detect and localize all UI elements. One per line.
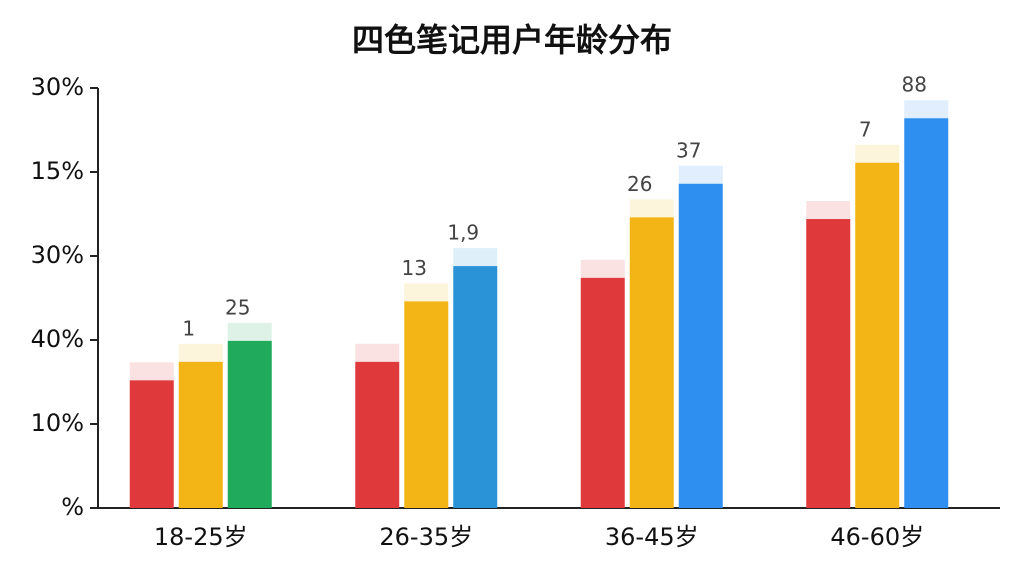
- x-tick-label: 46-60岁: [830, 523, 924, 551]
- bar-label: 25: [225, 295, 250, 319]
- bar: [453, 266, 498, 508]
- chart-title: 四色笔记用户年龄分布: [352, 21, 672, 59]
- bar-label: 1,9: [447, 221, 479, 245]
- bar: [678, 183, 723, 508]
- bar-label: 7: [859, 117, 872, 141]
- bar-glow: [404, 283, 449, 302]
- bar: [404, 301, 449, 508]
- bar: [129, 380, 174, 508]
- y-tick-label: 40%: [31, 325, 84, 353]
- bar-label: 26: [627, 172, 652, 196]
- bar-glow: [355, 343, 400, 362]
- bar: [355, 361, 400, 508]
- x-tick-label: 18-25岁: [154, 523, 248, 551]
- bar-glow: [855, 144, 900, 163]
- bar-glow: [227, 322, 272, 341]
- y-tick-label: 30%: [31, 241, 84, 269]
- y-tick-label: %: [61, 493, 84, 521]
- bar: [178, 361, 223, 508]
- x-tick-label: 26-35岁: [379, 523, 473, 551]
- bar-label: 1: [182, 316, 195, 340]
- y-tick-label: 30%: [31, 73, 84, 101]
- bar: [580, 277, 625, 508]
- bar-glow: [678, 165, 723, 184]
- bar-glow: [129, 362, 174, 381]
- bar-glow: [806, 201, 851, 220]
- bar-label: 13: [402, 256, 427, 280]
- bar-glow: [178, 343, 223, 362]
- x-tick-label: 36-45岁: [605, 523, 699, 551]
- bar: [855, 162, 900, 508]
- bar: [227, 340, 272, 508]
- bar-label: 88: [902, 73, 927, 97]
- bar-glow: [904, 100, 949, 119]
- bar: [904, 118, 949, 509]
- bar-label: 37: [676, 138, 701, 162]
- y-tick-label: 10%: [31, 409, 84, 437]
- bar-glow: [453, 248, 498, 267]
- bar: [629, 217, 674, 509]
- bar: [806, 219, 851, 509]
- bar-glow: [629, 199, 674, 218]
- y-tick-label: 15%: [31, 157, 84, 185]
- bar-glow: [580, 259, 625, 278]
